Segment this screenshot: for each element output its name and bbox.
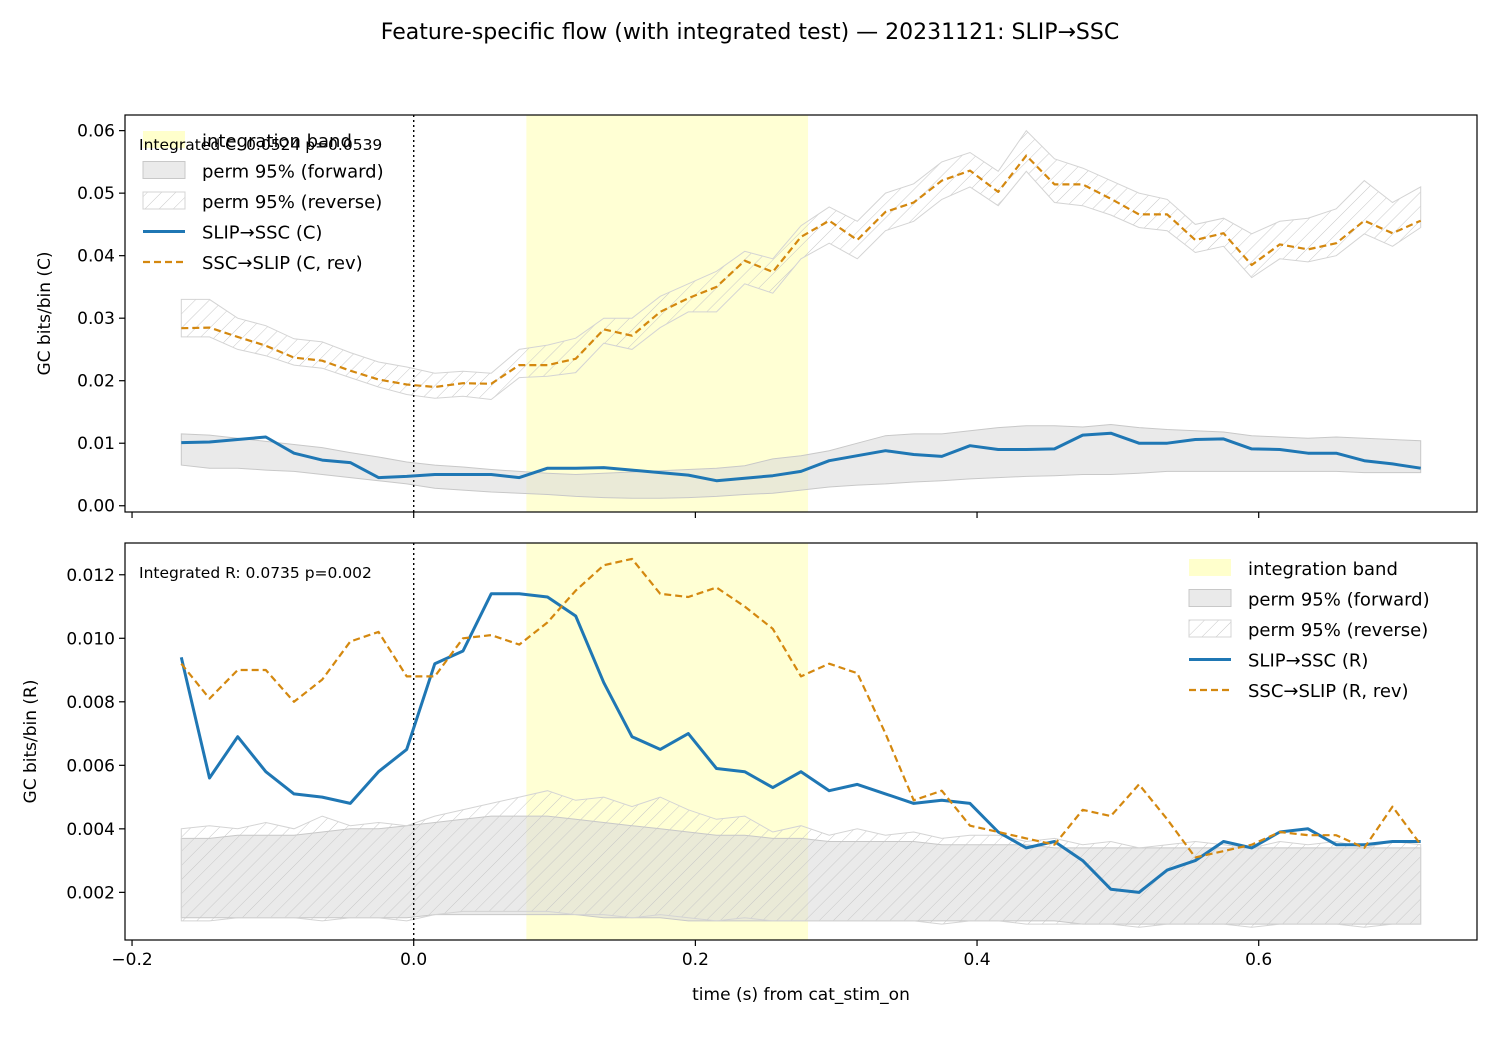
perm-reverse-band — [180, 129, 1422, 401]
y-tick-label: 0.002 — [66, 883, 115, 903]
y-tick-label: 0.03 — [77, 309, 115, 329]
y-tick-label: 0.012 — [66, 566, 115, 586]
integrated-annotation: Integrated R: 0.0735 p=0.002 — [139, 564, 372, 582]
legend-label: SLIP→SSC (C) — [202, 223, 322, 244]
plot-area — [179, 543, 1422, 940]
legend-swatch-perm-forward — [1188, 589, 1232, 607]
figure-title: Feature-specific flow (with integrated t… — [381, 20, 1119, 45]
bottom-panel: −0.2 0.0 0.2 0.4 0.6 0.002 0.004 0.006 0.008 0.01… — [21, 542, 1478, 970]
y-tick-label: 0.02 — [77, 372, 115, 392]
x-tick-label: 0.4 — [964, 950, 991, 970]
legend-swatch-perm-forward — [142, 161, 186, 179]
series-line-forward — [179, 592, 1421, 894]
legend-label: integration band — [202, 131, 352, 152]
legend-swatch-perm-reverse — [1188, 619, 1232, 638]
legend-label: perm 95% (reverse) — [1248, 620, 1428, 641]
legend-swatch-perm-reverse — [142, 191, 186, 210]
legend-swatch-band — [1189, 559, 1231, 576]
y-tick-label: 0.01 — [77, 434, 115, 454]
legend-label: SSC→SLIP (C, rev) — [202, 253, 363, 274]
y-tick-label: 0.008 — [66, 693, 115, 713]
x-axis-label: time (s) from cat_stim_on — [692, 985, 910, 1005]
plot-area — [180, 115, 1422, 512]
legend-label: SLIP→SSC (R) — [1248, 651, 1368, 672]
y-tick-label: 0.004 — [66, 820, 115, 840]
x-tick-label: 0.0 — [400, 950, 427, 970]
x-tick-label: −0.2 — [111, 950, 152, 970]
integrated-annotation: Integrated C: 0.0524 p=0.0539 — [139, 136, 382, 154]
x-tick-label: 0.6 — [1245, 950, 1272, 970]
y-tick-label: 0.00 — [77, 497, 115, 517]
axes-frame — [124, 542, 1478, 941]
y-tick-label: 0.006 — [66, 756, 115, 776]
y-tick-label: 0.06 — [77, 122, 115, 142]
legend-label: integration band — [1248, 559, 1398, 580]
perm-reverse-band — [180, 790, 1422, 928]
x-tick-label: 0.2 — [682, 950, 709, 970]
legend-label: perm 95% (reverse) — [202, 192, 382, 213]
legend-swatch-band — [143, 131, 185, 148]
perm-forward-band — [180, 423, 1422, 499]
legend-label: perm 95% (forward) — [1248, 590, 1430, 611]
y-axis-label: GC bits/bin (R) — [21, 680, 41, 804]
legend-label: SSC→SLIP (R, rev) — [1248, 681, 1409, 702]
y-tick-label: 0.05 — [77, 184, 115, 204]
top-panel: 0.00 0.01 0.02 0.03 0.04 0.05 0.06 GC bits/bin … — [35, 114, 1478, 518]
series-line-forward — [181, 431, 1421, 483]
y-tick-label: 0.04 — [77, 247, 115, 267]
series-line-reverse — [180, 557, 1422, 859]
axes-frame — [124, 114, 1478, 513]
y-tick-label: 0.010 — [66, 629, 115, 649]
legend-label: perm 95% (forward) — [202, 162, 384, 183]
series-line-reverse — [181, 154, 1422, 389]
y-axis-label: GC bits/bin (C) — [35, 251, 55, 375]
